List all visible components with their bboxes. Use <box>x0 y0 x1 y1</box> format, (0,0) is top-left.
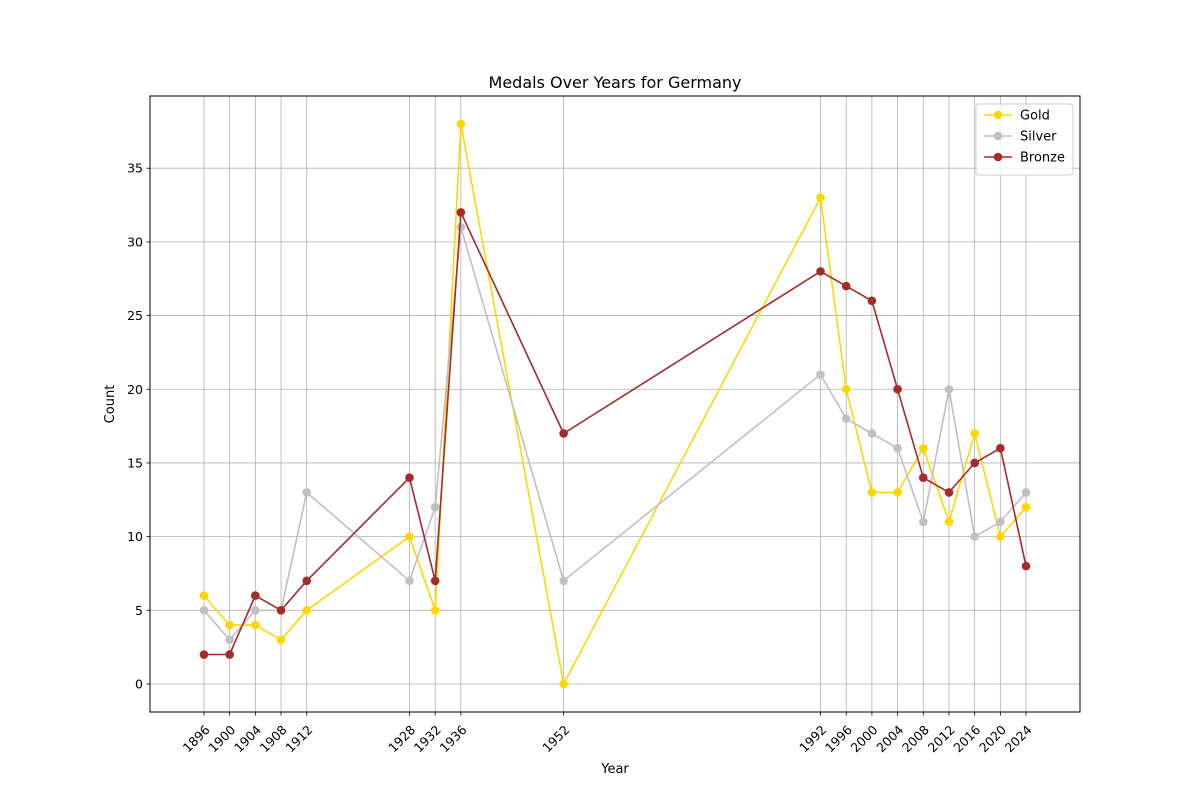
gold-point <box>867 488 877 497</box>
legend-silver-label: Silver <box>1020 130 1057 145</box>
bronze-point <box>251 591 260 600</box>
y-tick-label: 10 <box>127 529 143 544</box>
bronze-point <box>918 473 928 482</box>
bronze-series <box>199 208 1031 659</box>
gold-point <box>944 517 954 527</box>
legend-gold-marker <box>993 110 1003 120</box>
gold-point <box>456 119 466 129</box>
bronze-point <box>456 208 466 217</box>
legend-gold-label: Gold <box>1020 109 1050 124</box>
silver-point <box>996 517 1005 527</box>
x-axis-label: Year <box>600 762 629 777</box>
bronze-point <box>276 606 286 615</box>
bronze-point <box>816 267 825 276</box>
silver-point <box>559 576 568 586</box>
gold-point <box>430 606 440 615</box>
y-tick-label: 5 <box>135 603 143 618</box>
y-axis: 0 5 10 15 20 25 30 35 <box>127 161 150 692</box>
bronze-point <box>430 576 440 586</box>
bronze-point <box>841 281 851 291</box>
silver-point <box>816 370 825 379</box>
silver-point <box>430 502 440 512</box>
silver-point <box>841 414 851 424</box>
gold-point <box>918 443 928 453</box>
silver-point <box>302 488 312 497</box>
bronze-point <box>996 443 1005 453</box>
bronze-point <box>893 384 902 394</box>
gold-point <box>405 532 414 541</box>
y-tick-label: 20 <box>127 382 143 397</box>
gold-point <box>302 606 312 615</box>
y-tick-label: 35 <box>127 161 143 176</box>
y-tick-label: 15 <box>127 455 143 470</box>
silver-point <box>225 635 234 645</box>
gold-series <box>199 119 1031 689</box>
bronze-point <box>559 429 568 438</box>
y-tick-label: 25 <box>127 308 143 323</box>
gold-point <box>893 488 902 497</box>
bronze-point <box>405 473 414 482</box>
bronze-point <box>867 296 877 306</box>
silver-point <box>456 222 466 232</box>
silver-point <box>970 532 979 541</box>
series-layer <box>199 119 1031 689</box>
chart-title: Medals Over Years for Germany <box>489 73 742 92</box>
silver-point <box>199 606 209 615</box>
legend-silver-marker <box>993 131 1003 141</box>
bronze-point <box>1021 561 1031 571</box>
gold-point <box>996 532 1005 541</box>
legend-bronze-label: Bronze <box>1020 151 1065 166</box>
silver-point <box>893 443 902 453</box>
gold-point <box>251 620 260 630</box>
gold-line <box>203 123 1027 685</box>
legend: Gold Silver Bronze <box>975 103 1074 176</box>
y-tick-label: 0 <box>135 677 143 692</box>
bronze-point <box>225 650 234 659</box>
gold-point <box>199 591 209 600</box>
y-axis-label: Count <box>103 385 118 424</box>
gold-point <box>559 679 568 689</box>
gold-point <box>225 620 234 630</box>
plot-frame <box>149 95 1081 713</box>
legend-bronze-marker <box>993 152 1003 162</box>
silver-point <box>405 576 414 586</box>
silver-point <box>944 384 954 394</box>
gold-point <box>1021 502 1031 512</box>
silver-point <box>251 606 260 615</box>
bronze-point <box>944 488 954 497</box>
silver-point <box>918 517 928 527</box>
silver-line <box>203 226 1027 641</box>
bronze-line <box>204 211 1027 656</box>
bronze-point <box>302 576 312 586</box>
bronze-point <box>970 458 979 468</box>
bronze-point <box>199 650 209 659</box>
gold-point <box>970 429 979 438</box>
silver-point <box>867 429 877 438</box>
silver-series <box>199 222 1031 645</box>
silver-point <box>1021 488 1031 497</box>
y-tick-label: 30 <box>127 234 143 249</box>
gold-point <box>276 635 286 645</box>
gold-point <box>816 193 825 202</box>
gold-point <box>841 384 851 394</box>
